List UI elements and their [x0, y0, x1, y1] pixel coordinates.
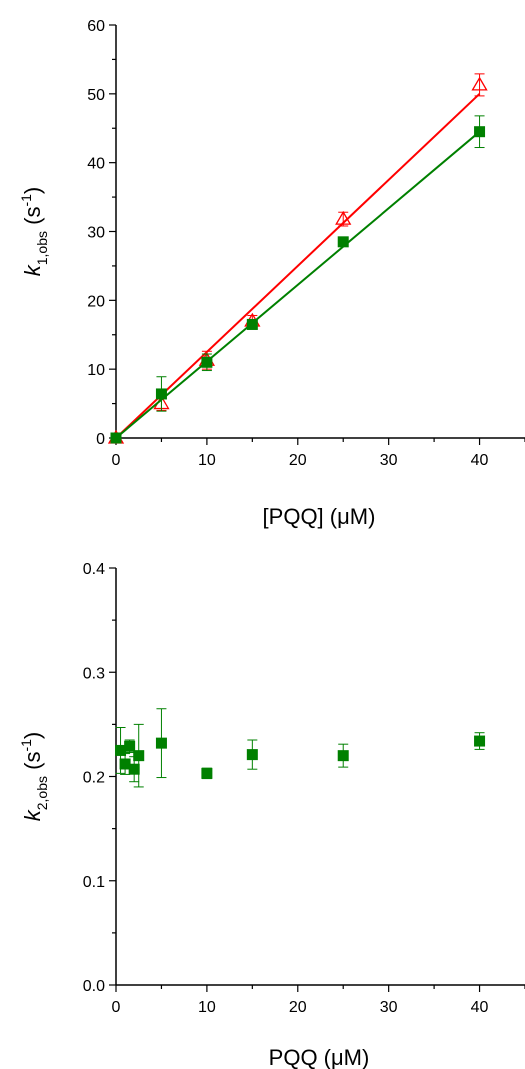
- fit-line: [115, 93, 481, 439]
- data-point: [474, 735, 486, 747]
- y-title-superscript: -1: [18, 194, 34, 207]
- data-point: [474, 126, 486, 138]
- x-tick-label: 20: [289, 452, 307, 469]
- y-title-unit-close: ): [20, 187, 45, 194]
- x-axis-title: [PQQ] (μM): [263, 504, 376, 529]
- y-title-subscript: 1,obs: [34, 231, 50, 265]
- data-point: [119, 758, 131, 770]
- y-tick-label: 50: [87, 87, 105, 104]
- y-title-unit: (s: [20, 207, 45, 231]
- y-tick-label: 10: [87, 362, 105, 379]
- x-tick-label: 30: [380, 999, 398, 1016]
- y-tick-label: 0.3: [83, 665, 105, 682]
- data-point: [128, 763, 140, 775]
- y-axis-title: k1,obs (s-1): [18, 187, 50, 276]
- data-point: [201, 356, 213, 368]
- y-tick-label: 0.0: [83, 978, 105, 995]
- y-tick-label: 0.1: [83, 874, 105, 891]
- y-title-unit: (s: [20, 752, 45, 776]
- data-point: [471, 76, 488, 91]
- y-tick-label: 0: [96, 431, 105, 448]
- y-tick-label: 0.2: [83, 770, 105, 787]
- series-1: [110, 115, 486, 444]
- x-tick-label: 10: [198, 452, 216, 469]
- data-point: [335, 210, 352, 225]
- plot-k2obs: 0 10 20 30 40 0.0 0.1 0.2 0.3 0.4 PQQ (μM) k2,obs (…: [18, 561, 525, 1069]
- data-point: [246, 749, 258, 761]
- y-axis-title: k2,obs (s-1): [18, 732, 50, 821]
- data-point: [155, 737, 167, 749]
- data-point: [110, 432, 122, 444]
- x-tick-label: 40: [471, 999, 489, 1016]
- series-0: [107, 73, 488, 444]
- y-tick-label: 30: [87, 225, 105, 242]
- series-0: [115, 708, 486, 788]
- x-tick-label: 0: [112, 999, 121, 1016]
- y-title-symbol: k: [20, 264, 45, 276]
- x-tick-label: 10: [198, 999, 216, 1016]
- x-tick-label: 20: [289, 999, 307, 1016]
- plot-k1obs: 0 10 20 30 40 0 10 20 30 40 50 60 [PQQ] (μM) k1,obs (…: [18, 18, 525, 529]
- data-point: [246, 318, 258, 330]
- data-point: [124, 740, 136, 752]
- y-title-subscript: 2,obs: [34, 776, 50, 810]
- data-point: [201, 767, 213, 779]
- x-tick-label: 40: [471, 452, 489, 469]
- data-point: [337, 750, 349, 762]
- fit-line: [115, 130, 481, 439]
- data-point: [155, 388, 167, 400]
- data-point: [115, 744, 127, 756]
- data-point: [133, 750, 145, 762]
- y-tick-label: 0.4: [83, 561, 105, 578]
- y-tick-label: 20: [87, 293, 105, 310]
- x-axis-title: PQQ (μM): [269, 1045, 370, 1069]
- y-title-unit-close: ): [20, 732, 45, 739]
- y-tick-label: 40: [87, 156, 105, 173]
- y-title-symbol: k: [20, 809, 45, 821]
- data-point: [337, 236, 349, 248]
- x-tick-label: 0: [112, 452, 121, 469]
- y-tick-label: 60: [87, 18, 105, 35]
- x-tick-label: 30: [380, 452, 398, 469]
- y-title-superscript: -1: [18, 739, 34, 752]
